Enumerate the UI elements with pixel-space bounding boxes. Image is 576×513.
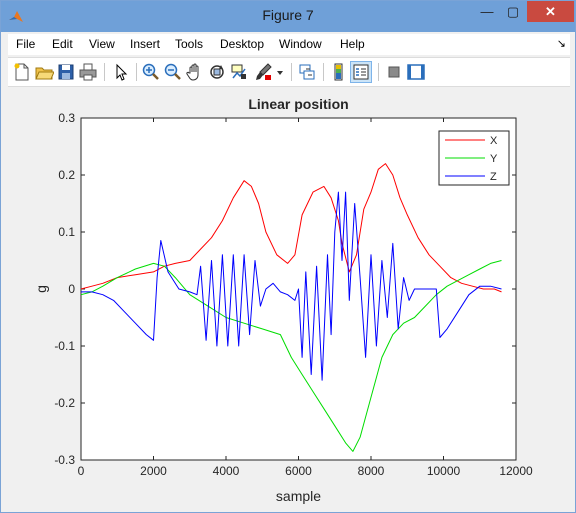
link-plot-icon[interactable] xyxy=(297,62,317,82)
menu-help[interactable]: Help xyxy=(340,37,365,51)
y-tick-label: -0.1 xyxy=(54,339,75,353)
open-file-icon[interactable] xyxy=(34,62,54,82)
minimize-button[interactable]: — xyxy=(474,1,500,22)
y-tick-label: -0.3 xyxy=(54,453,75,467)
x-tick-label: 0 xyxy=(78,464,85,478)
menu-window[interactable]: Window xyxy=(279,37,322,51)
x-tick-label: 2000 xyxy=(140,464,167,478)
menu-desktop[interactable]: Desktop xyxy=(220,37,264,51)
menu-tools[interactable]: Tools xyxy=(175,37,203,51)
toolbar-separator xyxy=(104,63,105,81)
legend-label-x: X xyxy=(490,135,498,147)
x-tick-label: 4000 xyxy=(213,464,240,478)
x-tick-label: 8000 xyxy=(358,464,385,478)
menu-insert[interactable]: Insert xyxy=(130,37,160,51)
toolbar-separator xyxy=(378,63,379,81)
insert-colorbar-icon[interactable] xyxy=(329,62,349,82)
y-tick-label: 0.2 xyxy=(58,168,75,182)
legend-label-y: Y xyxy=(490,153,498,165)
y-tick-label: 0.1 xyxy=(58,225,75,239)
brush-icon[interactable] xyxy=(253,62,273,82)
title-bar[interactable]: Figure 7 — ▢ ✕ xyxy=(1,1,575,32)
hide-plot-tools-icon[interactable] xyxy=(384,62,404,82)
y-tick-label: -0.2 xyxy=(54,396,75,410)
menu-view[interactable]: View xyxy=(89,37,115,51)
menu-edit[interactable]: Edit xyxy=(52,37,73,51)
y-tick-label: 0 xyxy=(68,282,75,296)
maximize-button[interactable]: ▢ xyxy=(500,1,526,22)
close-button[interactable]: ✕ xyxy=(527,1,574,22)
menu-bar: File Edit View Insert Tools Desktop Wind… xyxy=(8,34,570,55)
edit-plot-arrow-icon[interactable] xyxy=(110,62,130,82)
x-tick-label: 10000 xyxy=(427,464,461,478)
insert-legend-icon[interactable] xyxy=(350,61,372,83)
menu-file[interactable]: File xyxy=(16,37,35,51)
brush-dropdown-icon[interactable] xyxy=(275,62,285,82)
new-figure-icon[interactable] xyxy=(12,62,32,82)
legend-label-z: Z xyxy=(490,171,497,183)
line-chart[interactable]: Linear position sample g 0 2000 4000 6000 80… xyxy=(8,87,570,506)
toolbar-separator xyxy=(291,63,292,81)
zoom-out-icon[interactable] xyxy=(163,62,183,82)
y-tick-label: 0.3 xyxy=(58,111,75,125)
data-cursor-icon[interactable] xyxy=(229,62,249,82)
figure-toolbar xyxy=(8,57,570,87)
pan-hand-icon[interactable] xyxy=(185,62,205,82)
rotate-3d-icon[interactable] xyxy=(207,62,227,82)
print-icon[interactable] xyxy=(78,62,98,82)
x-tick-label: 12000 xyxy=(499,464,533,478)
x-axis-title: sample xyxy=(276,488,321,504)
legend[interactable]: X Y Z xyxy=(439,131,509,185)
save-icon[interactable] xyxy=(56,62,76,82)
toolbar-separator xyxy=(136,63,137,81)
figure-canvas: Linear position sample g 0 2000 4000 6000 80… xyxy=(8,87,570,506)
y-axis-title: g xyxy=(33,285,49,293)
show-plot-tools-icon[interactable] xyxy=(406,62,426,82)
chart-title: Linear position xyxy=(248,96,348,112)
toolbar-separator xyxy=(323,63,324,81)
zoom-in-icon[interactable] xyxy=(141,62,161,82)
x-tick-label: 6000 xyxy=(285,464,312,478)
dock-arrow-icon[interactable]: ↘ xyxy=(557,37,566,50)
